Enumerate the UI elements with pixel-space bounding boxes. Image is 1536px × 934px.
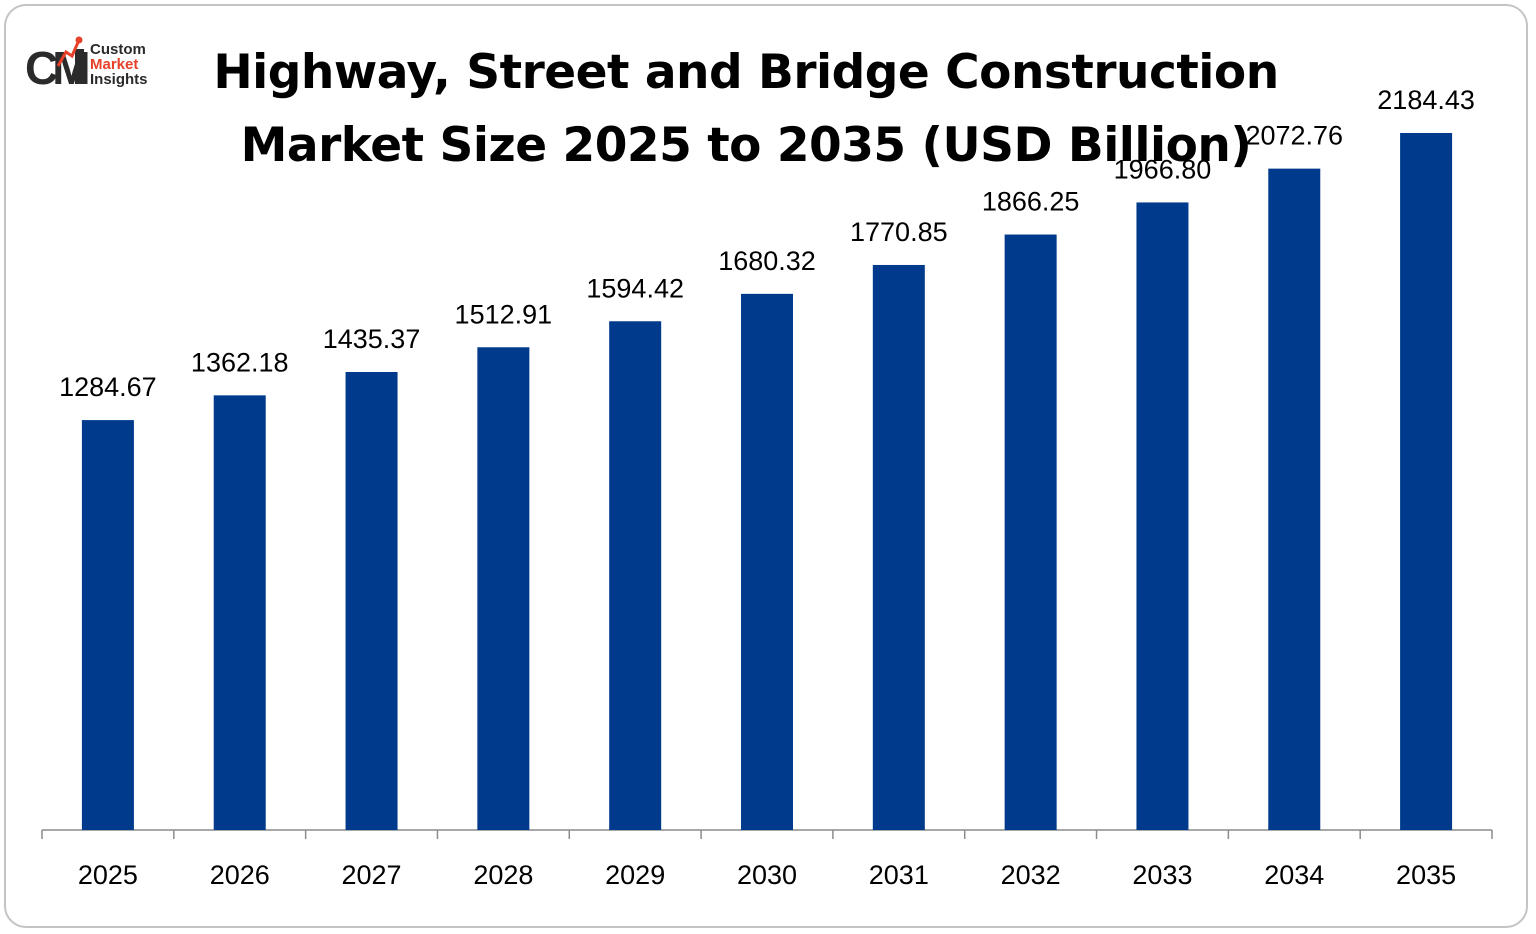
x-tick-label-2035: 2035 (1396, 860, 1456, 890)
company-logo: CM Custom Market Insights (24, 32, 164, 94)
bar-2027 (345, 372, 398, 830)
chart-title-line-2: Market Size 2025 to 2035 (USD Billion) (240, 118, 1252, 173)
data-label-2034: 2072.76 (1245, 121, 1343, 151)
logo-wordmark: Custom Market Insights (90, 42, 148, 87)
bar-2033 (1136, 202, 1189, 830)
logo-word-insights: Insights (90, 71, 148, 88)
x-tick-label-2029: 2029 (605, 860, 665, 890)
data-label-2035: 2184.43 (1377, 85, 1475, 115)
bar-2035 (1400, 133, 1453, 830)
data-label-2027: 1435.37 (323, 324, 421, 354)
chart-title-line-1: Highway, Street and Bridge Construction (213, 45, 1279, 100)
bar-2032 (1004, 234, 1057, 830)
data-label-2029: 1594.42 (586, 273, 684, 303)
chart-title: Highway, Street and Bridge Construction … (176, 36, 1316, 182)
bar-2028 (477, 347, 530, 830)
data-label-2028: 1512.91 (455, 299, 553, 329)
x-tick-label-2026: 2026 (210, 860, 270, 890)
x-tick-label-2032: 2032 (1001, 860, 1061, 890)
bar-2031 (872, 264, 925, 830)
x-tick-label-2031: 2031 (869, 860, 929, 890)
data-label-2031: 1770.85 (850, 217, 948, 247)
bar-2026 (213, 395, 266, 830)
data-label-2026: 1362.18 (191, 347, 289, 377)
logo-word-custom: Custom (90, 41, 146, 58)
x-tick-label-2033: 2033 (1132, 860, 1192, 890)
logo-word-market: Market (90, 56, 139, 73)
bar-2029 (609, 321, 662, 830)
data-label-2025: 1284.67 (59, 372, 157, 402)
data-label-2030: 1680.32 (718, 246, 816, 276)
bar-2034 (1268, 168, 1321, 831)
x-tick-label-2027: 2027 (342, 860, 402, 890)
bar-2030 (741, 293, 793, 830)
data-label-2032: 1866.25 (982, 187, 1080, 217)
cmi-logo-icon: CM (25, 36, 90, 94)
x-tick-label-2034: 2034 (1264, 860, 1324, 890)
x-tick-label-2025: 2025 (78, 860, 138, 890)
bar-2025 (81, 420, 134, 830)
x-tick-label-2030: 2030 (737, 860, 797, 890)
x-tick-label-2028: 2028 (473, 860, 533, 890)
data-label-2033: 1966.80 (1114, 154, 1212, 184)
